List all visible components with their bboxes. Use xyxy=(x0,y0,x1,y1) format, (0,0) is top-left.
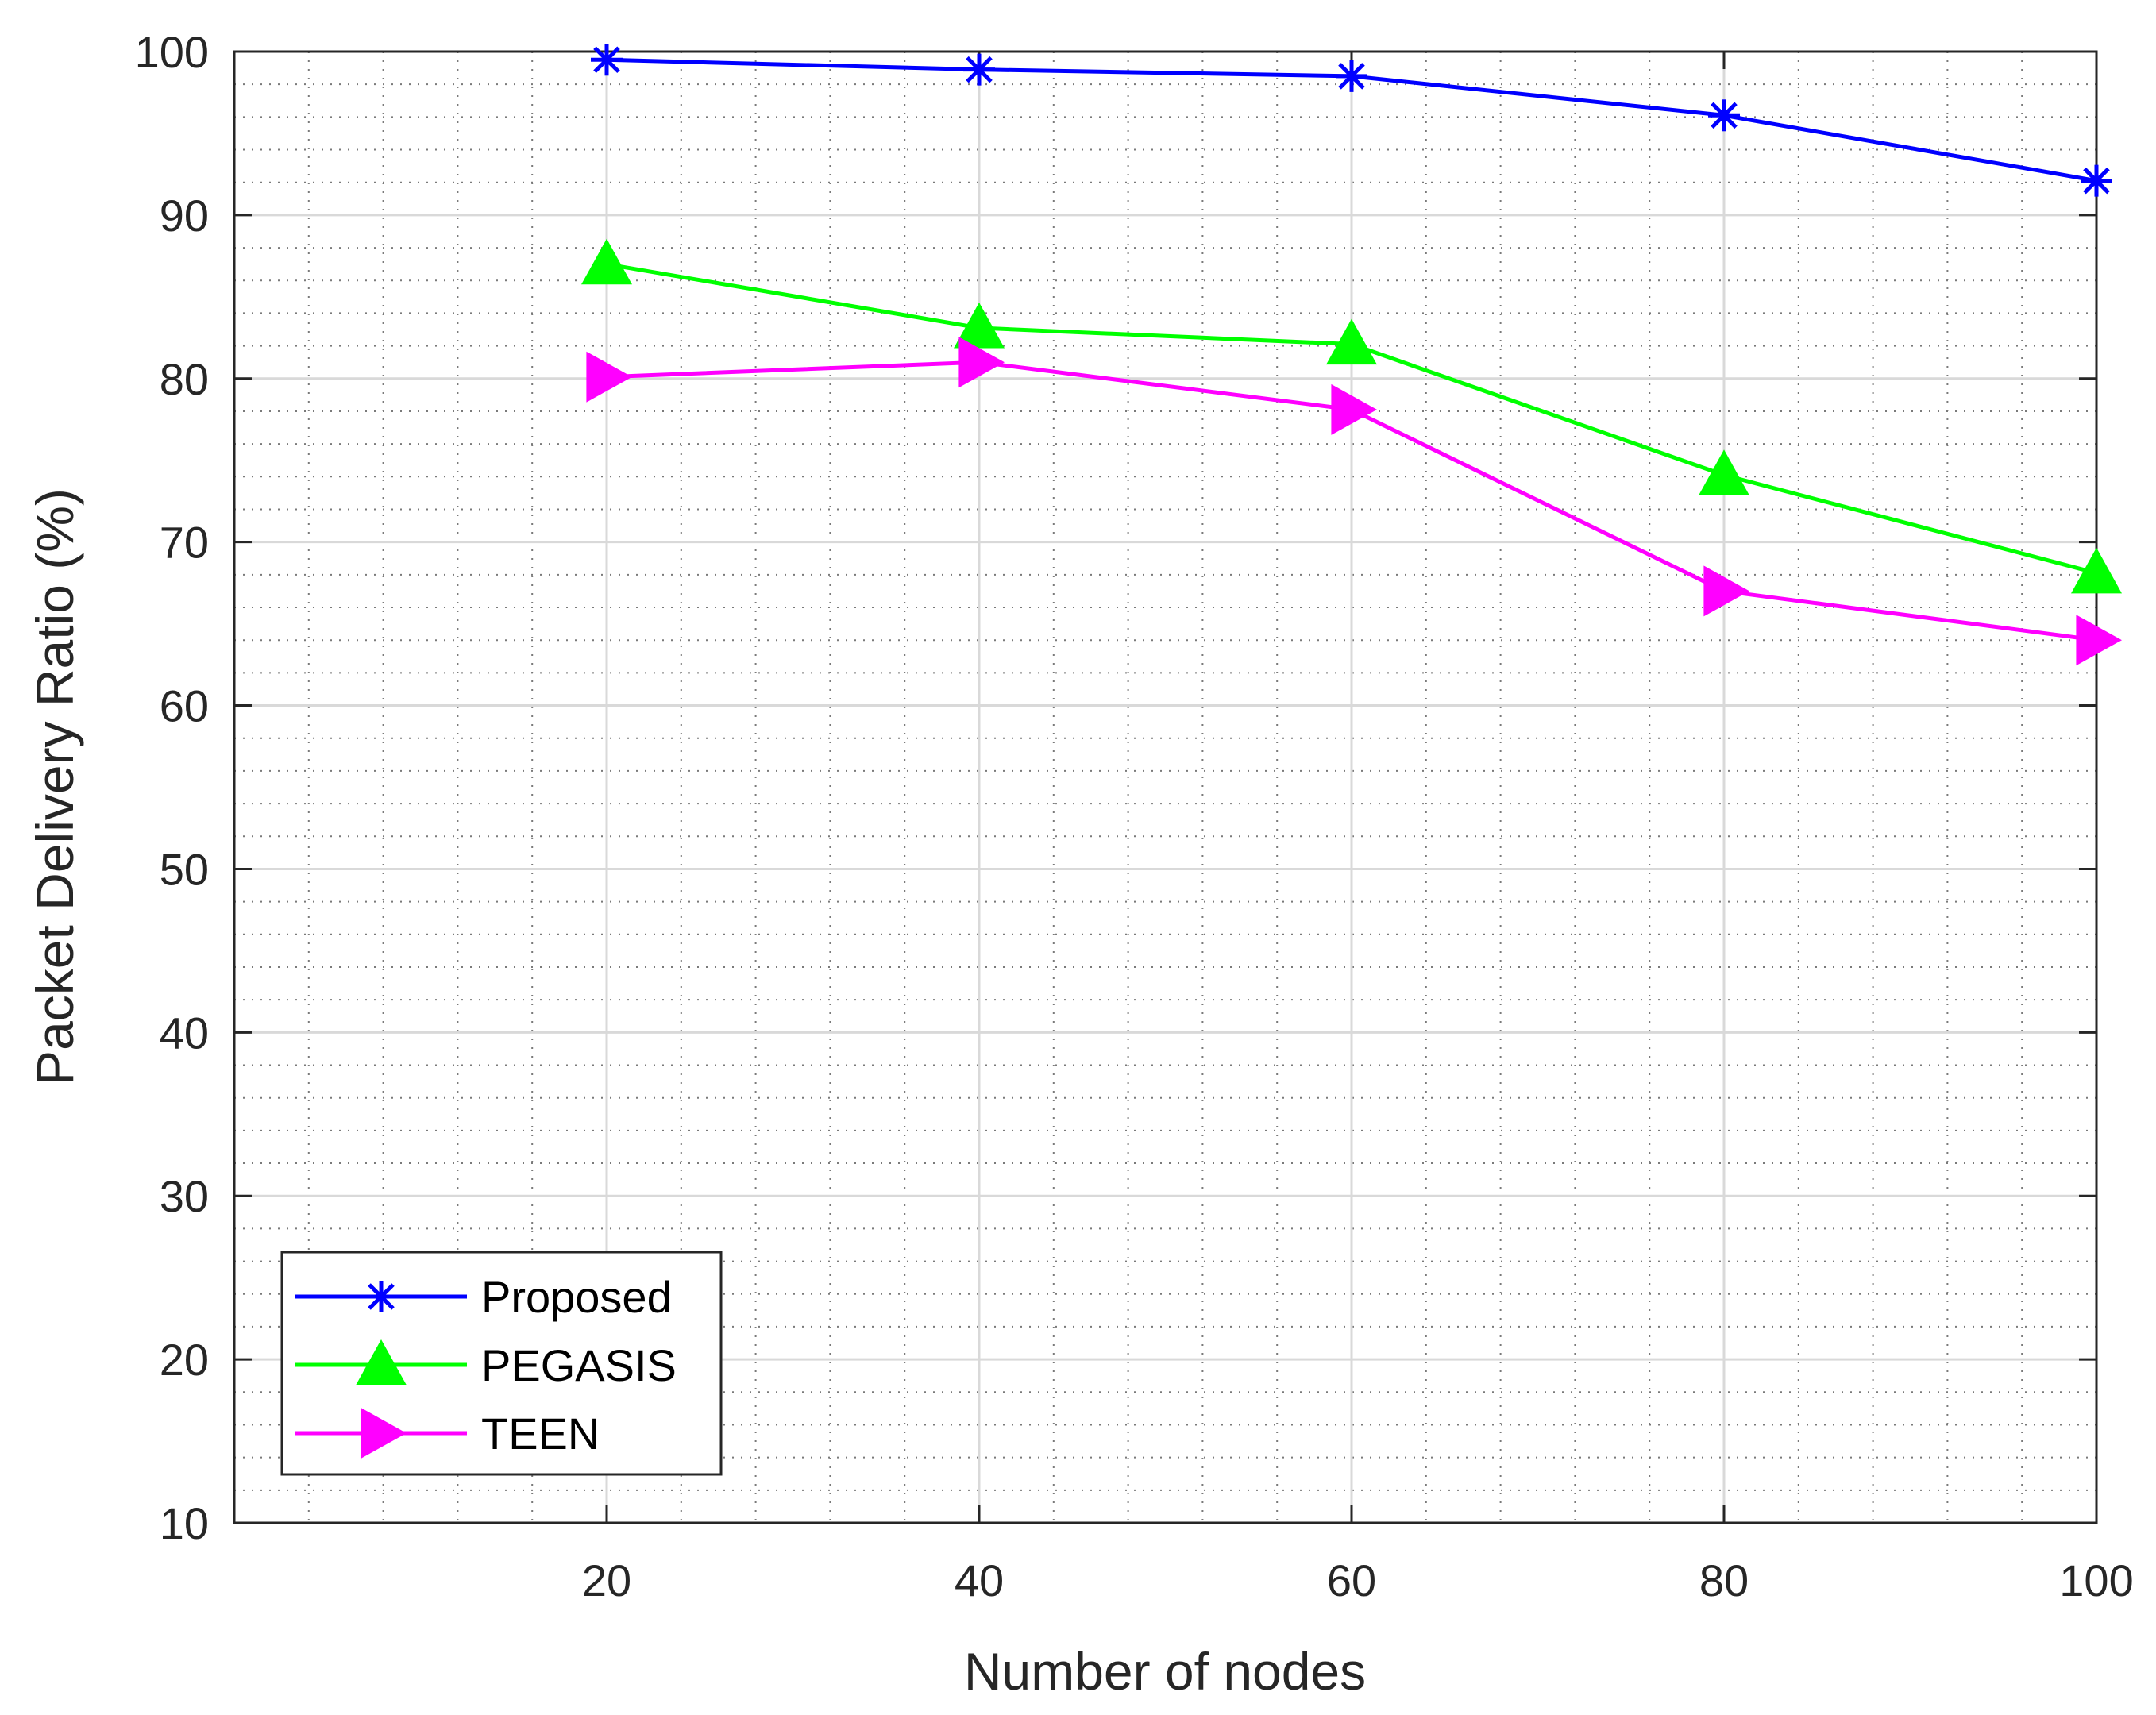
x-tick-label: 100 xyxy=(2059,1555,2133,1605)
x-tick-label: 20 xyxy=(582,1555,631,1605)
series-teen xyxy=(586,337,2122,666)
legend-marker-proposed xyxy=(365,1281,397,1312)
x-tick-label: 40 xyxy=(955,1555,1004,1605)
data-point-proposed xyxy=(1336,60,1367,92)
x-tick-label: 80 xyxy=(1699,1555,1749,1605)
y-tick-label: 20 xyxy=(160,1335,209,1385)
y-tick-label: 100 xyxy=(135,27,209,77)
legend-label-proposed: Proposed xyxy=(481,1272,672,1322)
data-point-pegasis xyxy=(1699,449,1749,495)
data-point-teen xyxy=(2076,615,2122,666)
y-axis-title: Packet Delivery Ratio (%) xyxy=(25,488,84,1085)
legend-label-pegasis: PEGASIS xyxy=(481,1340,677,1390)
data-point-teen xyxy=(1331,383,1377,435)
data-point-proposed xyxy=(591,44,623,76)
data-point-pegasis xyxy=(581,238,632,285)
plot-frame xyxy=(233,50,2098,1524)
y-tick-label: 70 xyxy=(160,518,209,568)
legend-marker-pegasis xyxy=(356,1339,407,1385)
y-tick-label: 80 xyxy=(160,354,209,404)
x-axis-title: Number of nodes xyxy=(964,1642,1366,1701)
legend-item-teen: TEEN xyxy=(295,1408,600,1459)
data-point-teen xyxy=(1703,565,1749,617)
legend-label-teen: TEEN xyxy=(481,1409,600,1459)
legend-entries: Proposed PEGASIS TEEN xyxy=(295,1272,677,1459)
series-layer xyxy=(581,44,2122,666)
y-tick-label: 60 xyxy=(160,681,209,731)
y-tick-label: 90 xyxy=(160,191,209,241)
data-point-pegasis xyxy=(954,302,1005,349)
series-pegasis xyxy=(581,238,2122,594)
data-point-proposed xyxy=(1708,99,1740,132)
legend: Proposed PEGASIS TEEN xyxy=(280,1251,723,1476)
legend-item-pegasis: PEGASIS xyxy=(295,1339,677,1390)
data-point-pegasis xyxy=(1326,318,1377,365)
tick-labels: 20 40 60 80 100 10 20 30 40 50 60 70 80 90 100 xyxy=(135,27,2134,1605)
legend-item-proposed: Proposed xyxy=(295,1272,672,1322)
minor-grid xyxy=(234,52,2096,1523)
y-tick-label: 50 xyxy=(160,844,209,894)
y-tick-label: 10 xyxy=(160,1498,209,1548)
y-tick-label: 30 xyxy=(160,1171,209,1221)
legend-marker-teen xyxy=(361,1408,407,1459)
data-point-teen xyxy=(958,337,1005,388)
data-point-proposed xyxy=(2081,164,2112,197)
y-tick-label: 40 xyxy=(160,1008,209,1058)
data-point-proposed xyxy=(963,53,995,86)
series-proposed xyxy=(591,44,2112,197)
data-point-pegasis xyxy=(2071,547,2122,594)
data-point-teen xyxy=(586,351,632,403)
x-tick-label: 60 xyxy=(1327,1555,1376,1605)
